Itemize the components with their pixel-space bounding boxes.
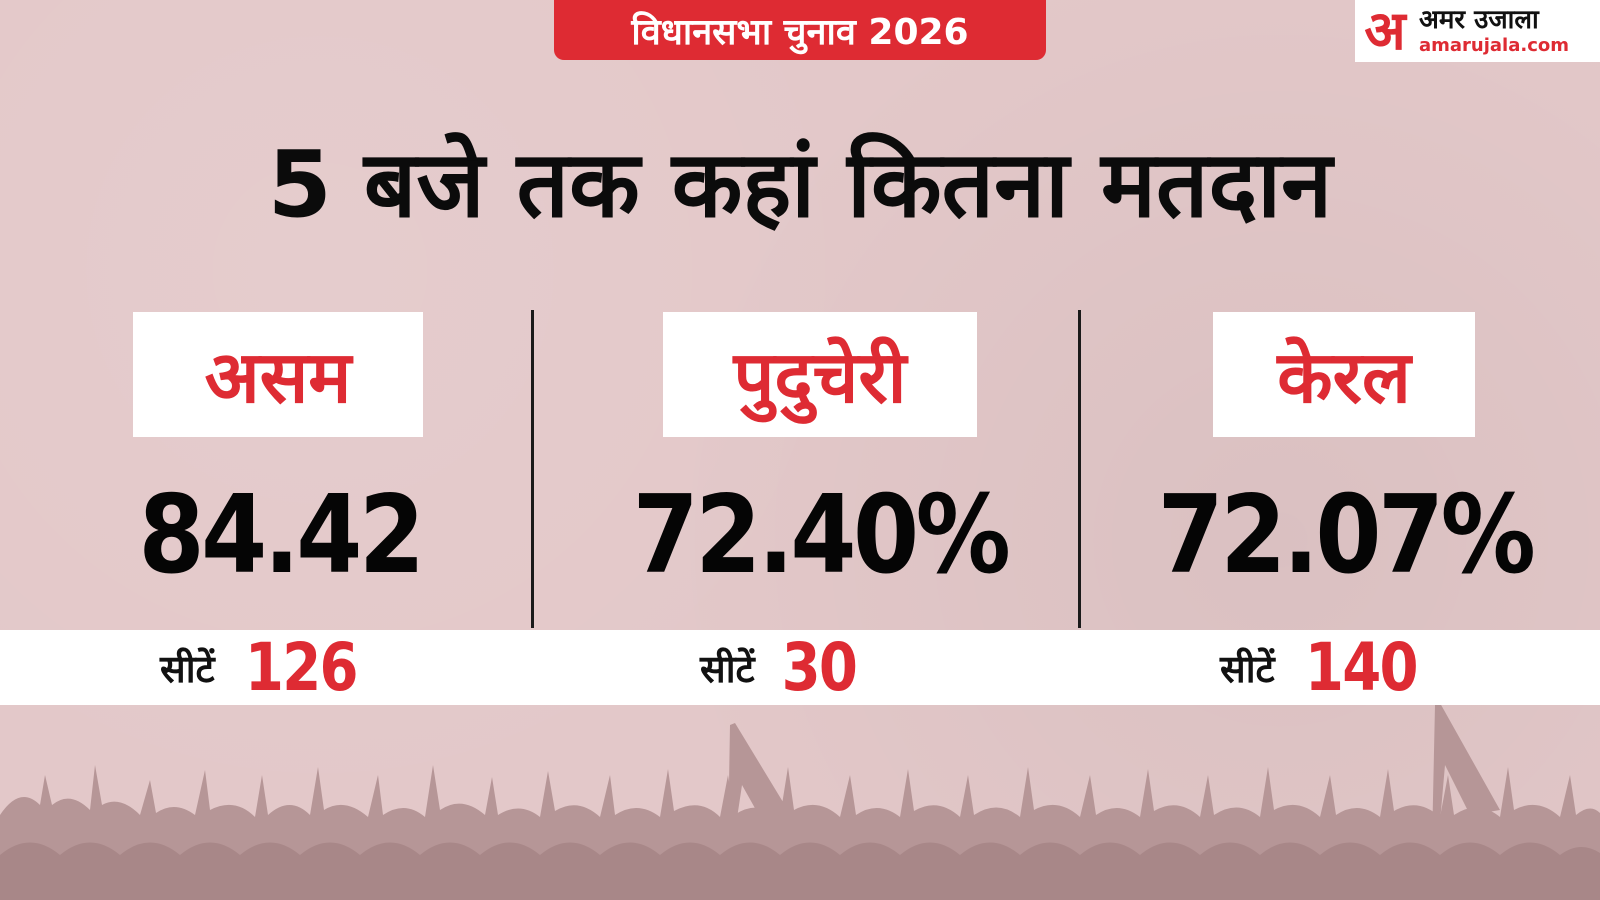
seats-puducherry: सीटें 30 [700, 629, 863, 706]
seats-label: सीटें [160, 646, 215, 691]
state-name-puducherry: पुदुचेरी [663, 312, 977, 437]
state-name-label: पुदुचेरी [733, 334, 907, 419]
election-label-text: विधानसभा चुनाव 2026 [631, 11, 969, 53]
column-divider-2 [1078, 310, 1081, 628]
state-name-assam: असम [133, 312, 423, 437]
turnout-kerala: 72.07% [1157, 472, 1536, 598]
seats-count: 30 [781, 629, 857, 706]
seats-strip: सीटें 126 सीटें 30 सीटें 140 [0, 629, 1600, 706]
turnout-puducherry: 72.40% [632, 472, 1011, 598]
seats-label: सीटें [700, 646, 755, 691]
election-label-badge: विधानसभा चुनाव 2026 [554, 0, 1046, 60]
logo-name: अमर उजाला [1419, 5, 1539, 35]
logo-mark-icon: अ [1364, 0, 1406, 62]
turnout-assam: 84.42 [138, 472, 425, 598]
logo-text: अमर उजाला amarujala.com [1415, 5, 1569, 57]
seats-count: 140 [1304, 629, 1419, 706]
amar-ujala-logo[interactable]: अ अमर उजाला amarujala.com [1355, 0, 1600, 62]
crowd-silhouette-illustration [0, 705, 1600, 900]
page-title: 5 बजे तक कहां कितना मतदान [267, 131, 1333, 238]
state-name-label: केरल [1277, 334, 1411, 419]
logo-url: amarujala.com [1419, 35, 1570, 56]
seats-label: सीटें [1220, 646, 1275, 691]
state-name-kerala: केरल [1213, 312, 1475, 437]
seats-count: 126 [244, 629, 359, 706]
seats-assam: सीटें 126 [160, 629, 366, 706]
seats-kerala: सीटें 140 [1220, 629, 1426, 706]
column-divider-1 [531, 310, 534, 628]
state-name-label: असम [204, 334, 352, 419]
